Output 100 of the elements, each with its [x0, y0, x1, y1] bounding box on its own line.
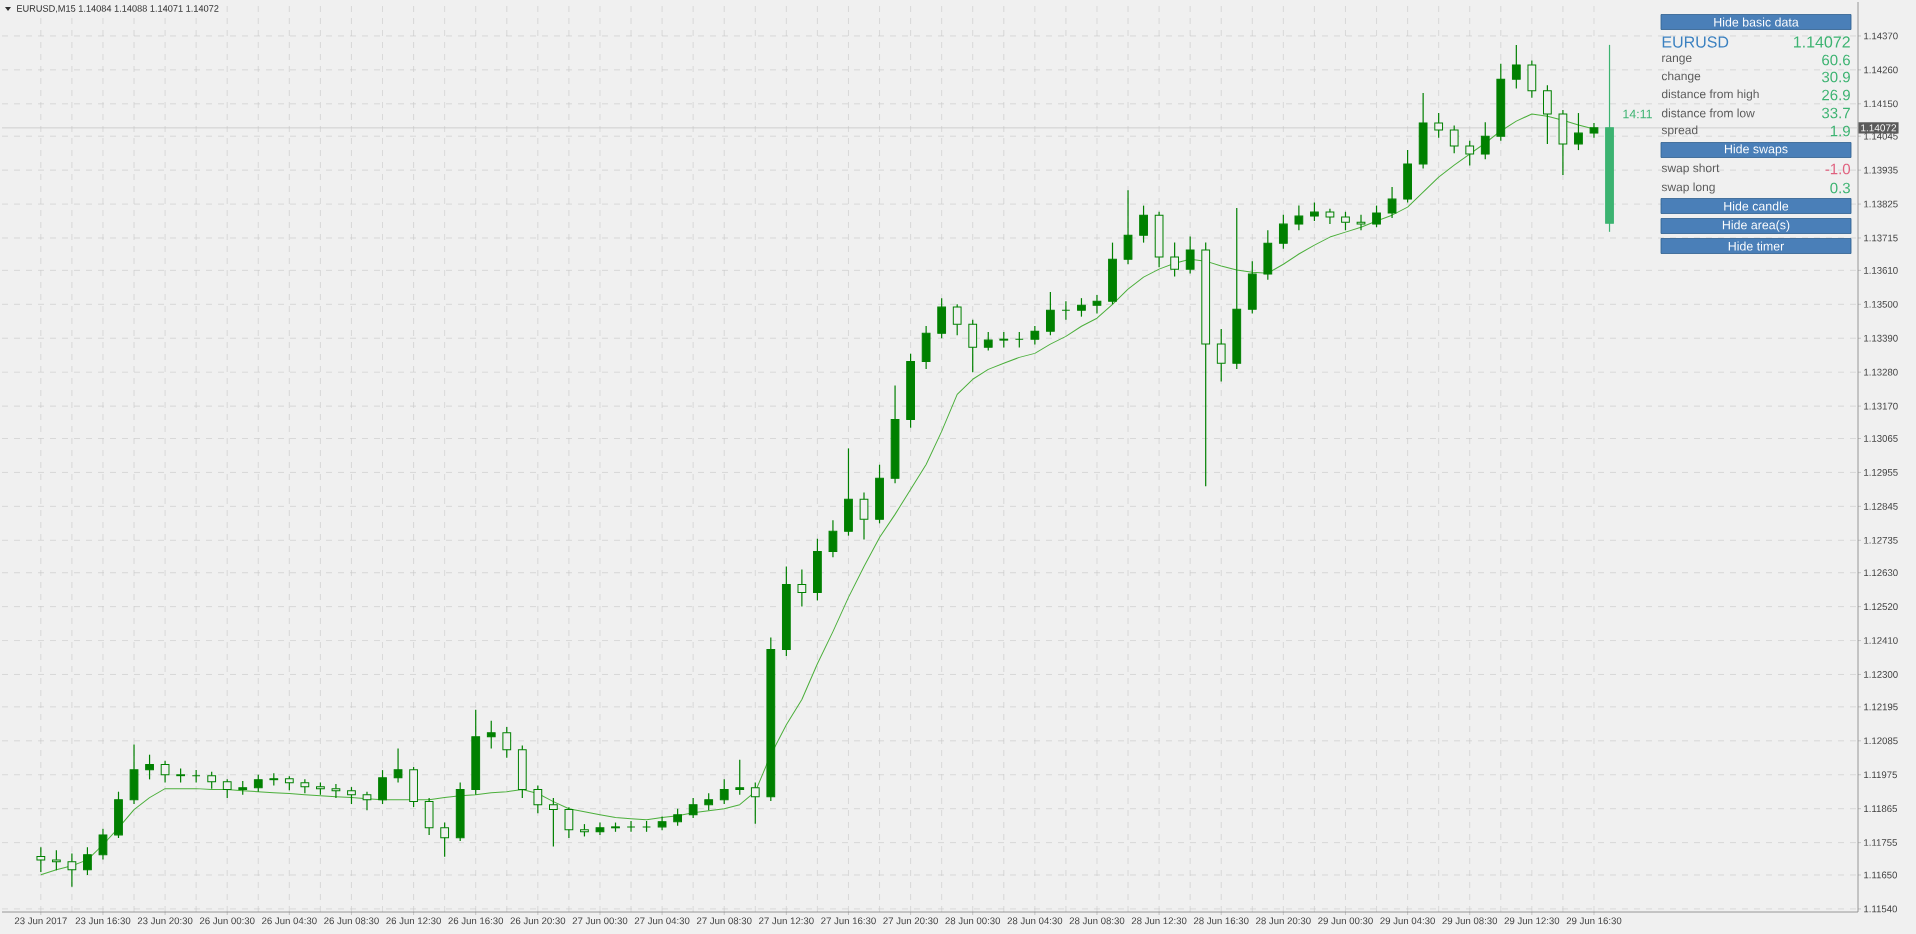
- text: 26.9: [1822, 89, 1850, 101]
- candlestick: [595, 821, 605, 836]
- candlestick: [300, 778, 310, 794]
- candlestick: [1387, 186, 1397, 219]
- x-tick-label: 29 Jun 08:30: [1442, 917, 1498, 925]
- x-tick-label: 28 Jun 16:30: [1193, 917, 1249, 925]
- candlestick: [549, 797, 558, 848]
- y-tick-label: 1.11650: [1864, 871, 1898, 879]
- y-tick-label: 1.13610: [1864, 266, 1898, 274]
- candlestick: [1046, 291, 1055, 336]
- candlestick: [1543, 84, 1552, 145]
- candlestick: [1372, 205, 1381, 228]
- candlestick: [1574, 112, 1583, 151]
- y-tick-label: 1.11540: [1864, 905, 1898, 913]
- x-tick-label: 26 Jun 00:30: [199, 917, 255, 925]
- y-tick-label: 1.12085: [1864, 737, 1898, 745]
- candlestick: [67, 852, 77, 888]
- text: Hide area(s): [1722, 220, 1790, 232]
- text: Hide timer: [1728, 241, 1785, 251]
- x-tick-label: 27 Jun 04:30: [634, 917, 690, 925]
- x-tick-label: 27 Jun 12:30: [759, 917, 814, 925]
- y-tick-label: 1.13935: [1864, 166, 1898, 174]
- y-tick-label: 1.11975: [1864, 771, 1897, 779]
- candlestick: [750, 781, 760, 825]
- y-tick-label: 1.12955: [1864, 469, 1898, 476]
- candlestick: [828, 519, 838, 558]
- x-tick-label: 28 Jun 08:30: [1069, 917, 1125, 925]
- text: 1.9: [1830, 125, 1850, 137]
- text: Hide candle: [1724, 201, 1789, 211]
- text: 14:11: [1623, 109, 1652, 119]
- candlestick: [859, 491, 869, 540]
- text: EURUSD: [1662, 36, 1729, 48]
- text: 60.6: [1822, 54, 1850, 66]
- candlestick: [145, 754, 154, 780]
- y-tick-label: 1.13715: [1864, 234, 1898, 242]
- text: swap long: [1661, 182, 1715, 194]
- y-tick-label: 1.12300: [1864, 671, 1898, 678]
- x-tick-label: 26 Jun 16:30: [448, 917, 504, 925]
- y-tick-label: 1.14260: [1864, 66, 1898, 74]
- candlestick: [51, 849, 61, 871]
- ref-line-label: 1.14072: [1861, 124, 1897, 132]
- candlestick: [735, 759, 745, 796]
- x-tick-label: 26 Jun 08:30: [324, 917, 379, 925]
- candlestick: [564, 806, 574, 839]
- y-tick-label: 1.14045: [1864, 132, 1898, 140]
- x-tick-label: 29 Jun 12:30: [1504, 917, 1560, 925]
- x-tick-label: 26 Jun 20:30: [510, 917, 566, 925]
- candlestick: [440, 821, 450, 858]
- candlestick: [1511, 44, 1521, 89]
- candlestick: [968, 319, 978, 373]
- y-tick-label: 1.13500: [1864, 300, 1898, 308]
- candlestick: [1185, 235, 1195, 275]
- x-tick-label: 29 Jun 04:30: [1380, 917, 1435, 925]
- text: spread: [1661, 125, 1698, 137]
- candlestick: [1356, 214, 1366, 231]
- candlestick: [983, 331, 993, 352]
- candlestick: [98, 828, 108, 861]
- text: 0.3: [1830, 182, 1850, 194]
- y-tick-label: 1.11865: [1864, 805, 1897, 813]
- candlestick: [1077, 297, 1086, 318]
- x-tick-label: 27 Jun 08:30: [696, 917, 752, 925]
- candlestick: [160, 760, 170, 784]
- x-tick-label: 29 Jun 16:30: [1566, 917, 1622, 925]
- x-tick-label: 27 Jun 00:30: [572, 917, 628, 925]
- candlestick: [378, 769, 387, 805]
- x-tick-label: 23 Jun 16:30: [75, 917, 131, 925]
- text: range: [1662, 55, 1692, 65]
- y-tick-label: 1.13280: [1864, 368, 1898, 376]
- candlestick: [719, 778, 729, 805]
- text: 33.7: [1821, 107, 1850, 119]
- text: distance from low: [1661, 108, 1755, 118]
- candlestick: [1030, 325, 1040, 346]
- candlestick: [331, 783, 341, 799]
- text: -1.0: [1825, 163, 1851, 175]
- candlestick: [1341, 211, 1350, 231]
- candlestick: [362, 791, 372, 811]
- y-tick-label: 1.12520: [1864, 603, 1898, 611]
- text: distance from high: [1661, 89, 1759, 101]
- candlestick: [1294, 205, 1304, 231]
- x-tick-label: 28 Jun 12:30: [1131, 917, 1187, 925]
- y-tick-label: 1.12630: [1864, 569, 1898, 577]
- candlestick: [36, 846, 46, 873]
- x-tick-label: 26 Jun 12:30: [386, 917, 441, 925]
- y-tick-label: 1.12195: [1864, 703, 1898, 711]
- candlestick: [1449, 124, 1459, 154]
- x-tick-label: 28 Jun 00:30: [945, 917, 1001, 925]
- candlestick: [1216, 328, 1226, 383]
- candlestick: [626, 820, 636, 833]
- text: swap short: [1661, 163, 1720, 175]
- text: 30.9: [1821, 71, 1850, 83]
- candlestick: [1139, 205, 1148, 244]
- text: Hide swaps: [1724, 144, 1788, 156]
- x-tick-label: 28 Jun 04:30: [1007, 917, 1063, 925]
- candlestick: [1310, 201, 1319, 222]
- candlestick: [222, 778, 232, 799]
- candlestick: [393, 747, 403, 784]
- y-tick-label: 1.13170: [1864, 402, 1898, 410]
- text: change: [1661, 71, 1701, 83]
- x-tick-label: 28 Jun 20:30: [1256, 917, 1311, 925]
- candlestick: [688, 797, 698, 819]
